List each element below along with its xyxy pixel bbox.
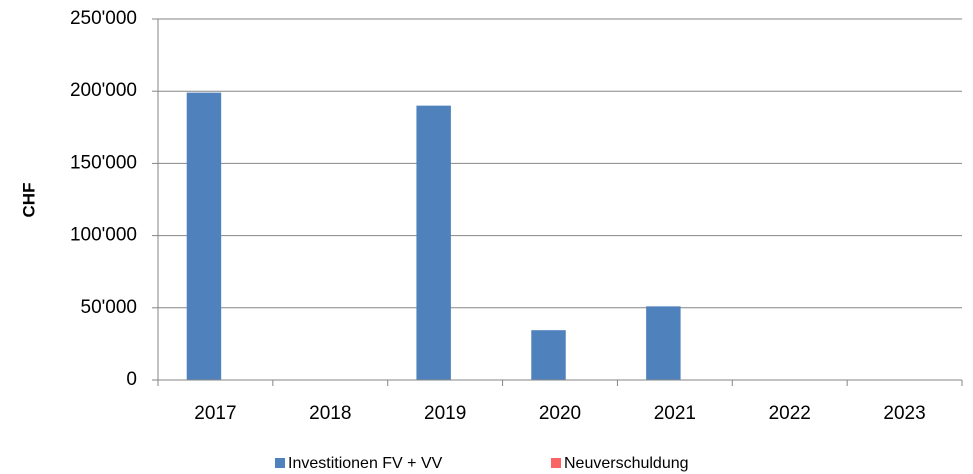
x-tick-label: 2018: [309, 403, 351, 424]
y-tick-label: 100'000: [70, 225, 137, 246]
legend-text: Investitionen FV + VV: [288, 455, 443, 472]
legend-swatch: [551, 458, 561, 468]
bar: [186, 92, 222, 381]
legend-text: Neuverschuldung: [564, 455, 689, 472]
x-tick-label: 2017: [194, 403, 236, 424]
bar: [531, 330, 566, 380]
y-tick-label: 200'000: [70, 80, 137, 101]
bar: [646, 306, 681, 380]
x-tick-label: 2021: [654, 403, 696, 424]
y-tick-label: 0: [126, 369, 137, 390]
legend-swatch: [275, 458, 285, 468]
bar: [416, 105, 451, 380]
y-tick-label: 50'000: [81, 297, 137, 318]
x-tick-label: 2020: [539, 403, 581, 424]
y-tick-label: 150'000: [70, 152, 137, 173]
y-axis-label: CHF: [19, 183, 38, 218]
x-tick-label: 2019: [424, 403, 466, 424]
x-tick-label: 2023: [883, 403, 925, 424]
y-tick-label: 250'000: [70, 8, 137, 29]
x-tick-label: 2022: [769, 403, 811, 424]
